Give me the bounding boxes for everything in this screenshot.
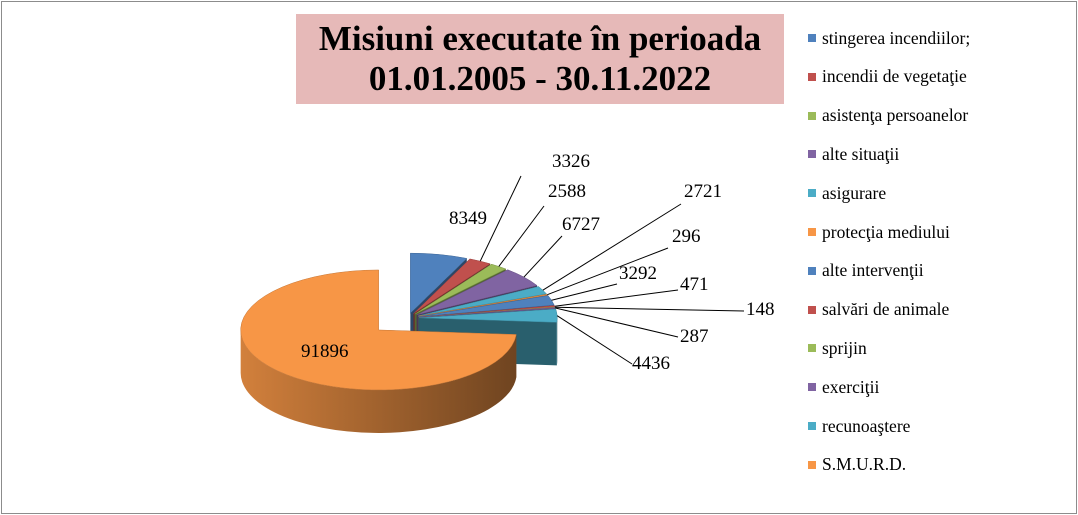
legend-label-8: sprijin <box>822 337 867 358</box>
legend-swatch-6 <box>808 266 816 275</box>
data-label-7: 471 <box>680 274 709 295</box>
data-label-8: 148 <box>746 299 775 320</box>
leader-line-6 <box>551 283 618 301</box>
legend-label-0: stingerea incendiilor; <box>822 27 971 48</box>
data-label-9: 287 <box>680 326 709 347</box>
chart-title: Misiuni executate în perioada 01.01.2005… <box>296 14 784 104</box>
data-label-0: 8349 <box>449 208 487 229</box>
legend-item-7: salvări de animale <box>808 298 949 322</box>
legend-swatch-9 <box>808 383 816 392</box>
legend-label-7: salvări de animale <box>822 299 950 320</box>
legend-item-2: asistenţa persoanelor <box>808 104 968 128</box>
pie-slice-11 <box>240 269 517 391</box>
chart-title-line-2: 01.01.2005 - 30.11.2022 <box>368 59 712 98</box>
legend-swatch-5 <box>808 228 816 236</box>
legend-label-4: asigurare <box>822 182 887 203</box>
data-label-11: 91896 <box>301 341 349 362</box>
leader-line-9 <box>555 307 679 338</box>
pie-slice-6 <box>418 295 555 317</box>
pie-slice-4 <box>418 286 548 317</box>
data-label-3: 6727 <box>562 214 600 235</box>
legend-item-8: sprijin <box>808 336 867 360</box>
legend-item-4: asigurare <box>808 181 886 205</box>
leader-line-1 <box>479 175 522 262</box>
data-label-2: 2588 <box>548 181 586 202</box>
data-label-4: 2721 <box>684 181 722 202</box>
legend-label-6: alte intervenţii <box>822 260 924 281</box>
legend-label-10: recunoaştere <box>822 415 911 436</box>
legend-swatch-10 <box>808 422 816 430</box>
chart-title-line-1: Misiuni executate în perioada <box>318 19 762 58</box>
pie-slice-10 <box>419 308 558 323</box>
legend-item-10: recunoaştere <box>808 414 910 438</box>
leader-line-7 <box>554 289 679 307</box>
legend-label-2: asistenţa persoanelor <box>822 105 969 126</box>
legend-label-11: S.M.U.R.D. <box>822 454 907 475</box>
leader-line-3 <box>523 235 563 278</box>
legend-swatch-0 <box>808 34 816 42</box>
pie-slice-5 <box>418 294 549 317</box>
data-label-1: 3326 <box>552 151 590 172</box>
legend-label-9: exerciţii <box>822 376 880 397</box>
leader-line-8 <box>555 306 745 312</box>
legend-label-3: alte situaţii <box>822 143 900 164</box>
legend-swatch-4 <box>808 189 816 198</box>
leader-line-4 <box>542 203 682 291</box>
legend-label-5: protecţia mediului <box>822 221 950 242</box>
legend-swatch-7 <box>808 305 816 314</box>
legend-item-6: alte intervenţii <box>808 259 924 283</box>
legend-label-1: incendii de vegetaţie <box>822 66 967 87</box>
pie-slice-0 <box>410 252 468 314</box>
pie-slice-3 <box>416 269 538 316</box>
leader-line-10 <box>556 315 633 365</box>
legend-item-0: stingerea incendiilor; <box>808 26 970 50</box>
legend-swatch-3 <box>808 150 816 159</box>
legend-swatch-11 <box>808 460 816 469</box>
legend-item-1: incendii de vegetaţie <box>808 65 967 89</box>
legend-item-5: protecţia mediului <box>808 220 950 244</box>
legend-item-11: S.M.U.R.D. <box>808 453 906 477</box>
data-label-6: 3292 <box>619 263 657 284</box>
data-label-10: 4436 <box>632 353 670 374</box>
leader-line-2 <box>498 205 545 267</box>
legend-swatch-1 <box>808 72 816 81</box>
legend-item-9: exerciţii <box>808 375 879 399</box>
legend-swatch-2 <box>808 111 816 120</box>
data-label-5: 296 <box>672 226 701 247</box>
legend-item-3: alte situaţii <box>808 142 899 166</box>
legend-swatch-8 <box>808 344 816 353</box>
data-labels: 8349 3326 2588 6727 2721 296 3292 471 148 287 4436… <box>301 151 775 374</box>
leader-line-5 <box>547 247 669 296</box>
